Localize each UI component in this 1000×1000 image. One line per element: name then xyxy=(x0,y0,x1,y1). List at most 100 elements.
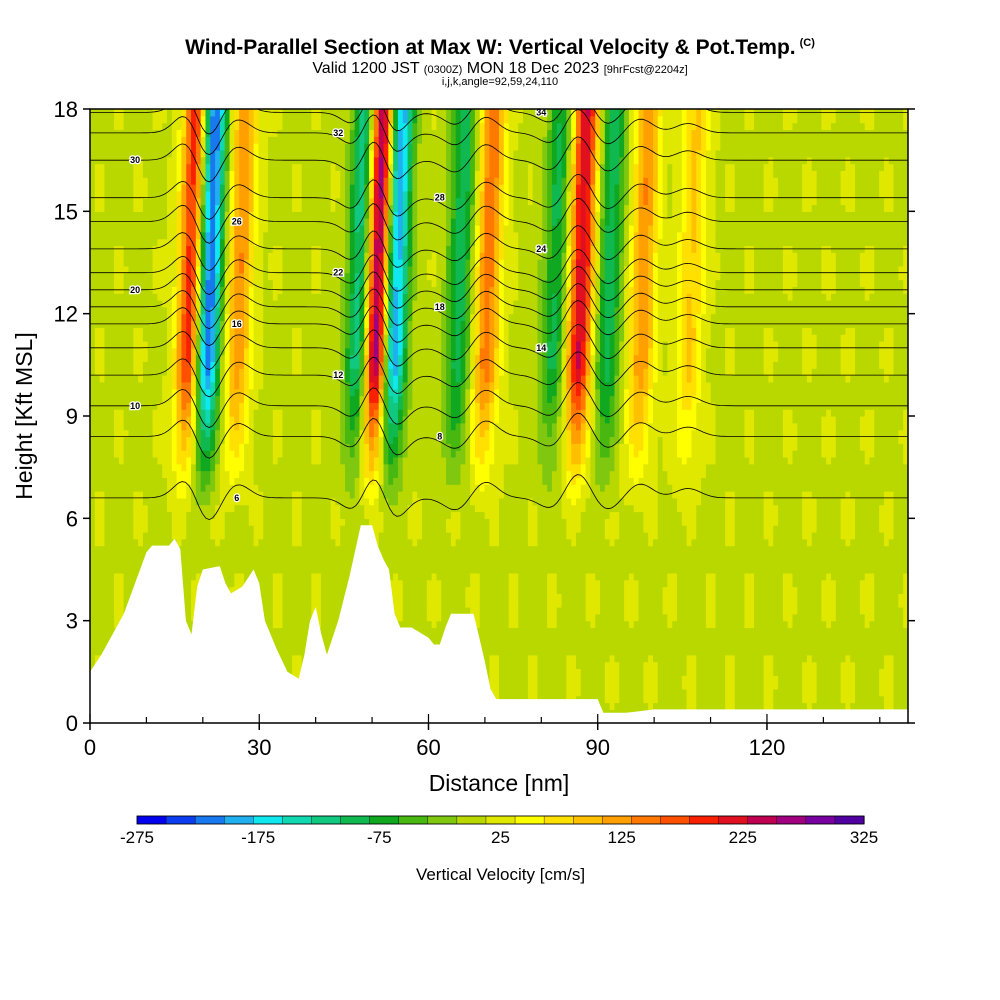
velocity-cell xyxy=(99,566,106,574)
velocity-cell xyxy=(118,238,125,247)
velocity-cell xyxy=(200,313,207,322)
velocity-cell xyxy=(114,259,120,267)
velocity-cell xyxy=(306,538,312,547)
velocity-cell xyxy=(224,368,231,376)
velocity-cell xyxy=(90,518,96,526)
velocity-cell xyxy=(128,381,134,390)
velocity-cell xyxy=(90,600,96,608)
velocity-cell xyxy=(311,375,317,383)
velocity-cell xyxy=(186,375,192,383)
velocity-cell xyxy=(272,354,279,363)
velocity-cell xyxy=(94,566,101,574)
velocity-cell xyxy=(287,231,293,240)
velocity-cell xyxy=(90,443,96,451)
velocity-cell xyxy=(186,313,192,322)
velocity-cell xyxy=(287,177,293,185)
velocity-cell xyxy=(239,265,245,274)
velocity-cell xyxy=(316,224,322,233)
velocity-cell xyxy=(287,620,293,629)
velocity-cell xyxy=(287,149,293,158)
velocity-cell xyxy=(311,354,317,363)
velocity-cell xyxy=(345,218,351,226)
velocity-cell xyxy=(229,491,235,499)
velocity-cell xyxy=(152,156,158,165)
velocity-cell xyxy=(301,334,308,342)
velocity-cell xyxy=(258,361,264,369)
velocity-cell xyxy=(311,190,317,199)
velocity-cell xyxy=(123,122,130,131)
velocity-cell xyxy=(282,525,288,533)
velocity-cell xyxy=(90,265,96,274)
velocity-cell xyxy=(118,143,125,151)
velocity-cell xyxy=(229,566,235,574)
velocity-cell xyxy=(90,593,96,601)
velocity-cell xyxy=(243,197,250,206)
velocity-cell xyxy=(263,463,269,472)
velocity-cell xyxy=(128,484,134,492)
velocity-cell xyxy=(94,518,101,526)
velocity-cell xyxy=(200,327,207,335)
velocity-cell xyxy=(118,429,125,438)
velocity-cell xyxy=(229,136,235,144)
velocity-cell xyxy=(142,313,149,322)
velocity-cell xyxy=(142,450,149,458)
velocity-cell xyxy=(191,436,197,444)
velocity-cell xyxy=(210,286,216,294)
velocity-cell xyxy=(306,620,312,629)
velocity-cell xyxy=(277,429,284,438)
velocity-cell xyxy=(248,293,255,301)
velocity-cell xyxy=(186,422,192,431)
velocity-cell xyxy=(268,170,274,178)
velocity-cell xyxy=(191,252,197,260)
velocity-cell xyxy=(133,436,139,444)
velocity-cell xyxy=(215,470,221,478)
velocity-cell xyxy=(157,163,163,171)
velocity-cell xyxy=(224,143,231,151)
velocity-cell xyxy=(94,456,101,465)
velocity-cell xyxy=(157,170,163,178)
velocity-cell xyxy=(157,115,163,124)
velocity-cell xyxy=(296,600,303,608)
velocity-cell xyxy=(272,525,279,533)
velocity-cell xyxy=(325,422,332,431)
velocity-cell xyxy=(94,647,101,656)
velocity-cell xyxy=(200,429,207,438)
velocity-cell xyxy=(104,388,110,397)
velocity-cell xyxy=(109,504,115,513)
velocity-cell xyxy=(90,163,96,171)
velocity-cell xyxy=(94,122,101,131)
velocity-cell xyxy=(210,511,216,519)
velocity-cell xyxy=(311,538,317,547)
velocity-cell xyxy=(215,279,221,287)
velocity-cell xyxy=(272,272,279,281)
velocity-cell xyxy=(268,477,274,485)
velocity-cell xyxy=(330,511,336,519)
velocity-cell xyxy=(162,388,168,397)
velocity-cell xyxy=(330,204,336,212)
velocity-cell xyxy=(104,381,110,390)
velocity-cell xyxy=(191,484,197,492)
velocity-cell xyxy=(253,463,260,472)
velocity-cell xyxy=(94,115,101,124)
velocity-cell xyxy=(171,218,178,226)
velocity-cell xyxy=(224,525,231,533)
velocity-cell xyxy=(282,491,288,499)
velocity-cell xyxy=(200,422,207,431)
velocity-cell xyxy=(123,306,130,315)
velocity-cell xyxy=(234,347,240,356)
velocity-cell xyxy=(166,224,173,233)
velocity-cell xyxy=(90,184,96,192)
velocity-cell xyxy=(292,429,298,438)
velocity-cell xyxy=(292,231,298,240)
velocity-cell xyxy=(138,231,144,240)
velocity-cell xyxy=(243,429,250,438)
velocity-cell xyxy=(195,300,202,308)
velocity-cell xyxy=(162,259,168,267)
velocity-cell xyxy=(335,163,341,171)
velocity-cell xyxy=(210,347,216,356)
velocity-cell xyxy=(301,238,308,247)
velocity-cell xyxy=(229,109,235,117)
velocity-cell xyxy=(282,600,288,608)
velocity-cell xyxy=(94,143,101,151)
velocity-cell xyxy=(272,627,279,635)
